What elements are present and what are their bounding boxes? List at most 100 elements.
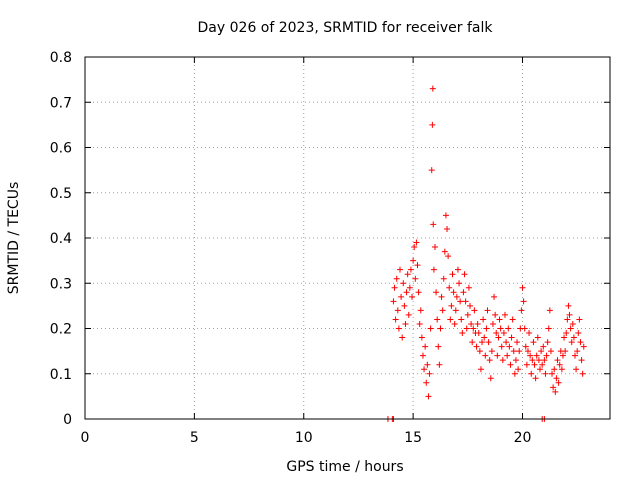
- data-point: [447, 316, 454, 323]
- data-point: [540, 343, 547, 350]
- data-point: [476, 348, 483, 355]
- data-point: [488, 348, 495, 355]
- data-point: [544, 339, 551, 346]
- data-point: [570, 334, 577, 341]
- data-point: [463, 325, 470, 332]
- data-point: [502, 311, 508, 318]
- data-point: [462, 298, 469, 305]
- data-point: [556, 361, 563, 368]
- data-point: [457, 298, 464, 305]
- data-point: [397, 266, 403, 273]
- data-point: [494, 352, 501, 359]
- data-point: [510, 348, 517, 355]
- y-tick-label: 0: [63, 412, 72, 428]
- data-point: [477, 366, 484, 373]
- y-tick-label: 0.7: [50, 95, 72, 111]
- data-point: [531, 361, 538, 368]
- data-point: [426, 370, 433, 377]
- data-point: [412, 275, 419, 282]
- data-point: [459, 330, 466, 337]
- data-point: [439, 307, 446, 314]
- data-point: [562, 348, 569, 355]
- data-point: [566, 311, 573, 318]
- data-point: [411, 244, 418, 251]
- data-point: [481, 334, 488, 341]
- data-point: [534, 334, 541, 341]
- data-point: [483, 325, 490, 332]
- data-point: [404, 271, 411, 278]
- data-point: [430, 266, 437, 273]
- data-point: [547, 348, 554, 355]
- data-point: [497, 325, 504, 332]
- data-point: [580, 343, 587, 350]
- data-point: [573, 366, 580, 373]
- data-point: [434, 316, 441, 323]
- data-point: [572, 352, 578, 359]
- data-point: [419, 352, 426, 359]
- data-point: [567, 325, 574, 332]
- data-point: [391, 284, 398, 291]
- data-point: [535, 357, 542, 364]
- data-point: [441, 248, 448, 255]
- data-point: [429, 85, 436, 92]
- data-point: [509, 316, 516, 323]
- data-point: [546, 307, 553, 314]
- data-point: [537, 366, 543, 373]
- data-point: [401, 302, 408, 309]
- data-point: [500, 330, 507, 337]
- data-point: [402, 320, 409, 327]
- data-point: [414, 262, 421, 269]
- data-point: [470, 325, 477, 332]
- x-tick-label: 5: [190, 430, 199, 446]
- data-point: [565, 302, 572, 309]
- y-tick-label: 0.8: [50, 50, 72, 66]
- data-point: [450, 289, 457, 296]
- data-point: [541, 357, 548, 364]
- data-point: [539, 361, 546, 368]
- x-tick-label: 20: [514, 430, 532, 446]
- data-point: [496, 316, 503, 323]
- data-point: [442, 212, 449, 219]
- data-point: [422, 343, 429, 350]
- data-point: [393, 275, 400, 282]
- data-point: [449, 271, 456, 278]
- data-point: [400, 280, 407, 287]
- x-tick-label: 15: [404, 430, 422, 446]
- data-point: [410, 257, 417, 264]
- data-point: [520, 298, 527, 305]
- data-point: [454, 266, 461, 273]
- plot-frame: [84, 56, 611, 420]
- data-point: [461, 271, 468, 278]
- data-point: [474, 320, 481, 327]
- data-point: [528, 370, 535, 377]
- data-point: [471, 307, 478, 314]
- data-point: [405, 311, 412, 318]
- x-axis-label: GPS time / hours: [286, 459, 403, 475]
- x-tick-label: 0: [81, 430, 90, 446]
- y-tick-label: 0.2: [50, 322, 72, 338]
- data-point: [479, 339, 486, 346]
- data-point: [487, 375, 494, 382]
- data-point: [575, 330, 582, 337]
- data-point: [423, 379, 430, 386]
- data-point: [516, 348, 523, 355]
- data-point: [432, 244, 438, 251]
- data-point: [530, 339, 537, 346]
- x-tick-label: 10: [295, 430, 313, 446]
- y-tick-label: 0.3: [50, 276, 72, 292]
- y-tick-label: 0.4: [50, 231, 72, 247]
- data-point: [458, 316, 465, 323]
- data-point: [561, 334, 568, 341]
- data-point: [521, 325, 528, 332]
- data-point: [519, 284, 526, 291]
- data-point: [522, 343, 529, 350]
- data-point: [406, 284, 413, 291]
- data-point: [437, 325, 444, 332]
- chart-title: Day 026 of 2023, SRMTID for receiver fal…: [198, 20, 494, 36]
- data-point: [508, 334, 515, 341]
- data-point: [464, 311, 471, 318]
- data-point: [390, 298, 397, 305]
- data-point: [553, 375, 560, 382]
- data-point: [435, 343, 442, 350]
- data-point: [415, 289, 422, 296]
